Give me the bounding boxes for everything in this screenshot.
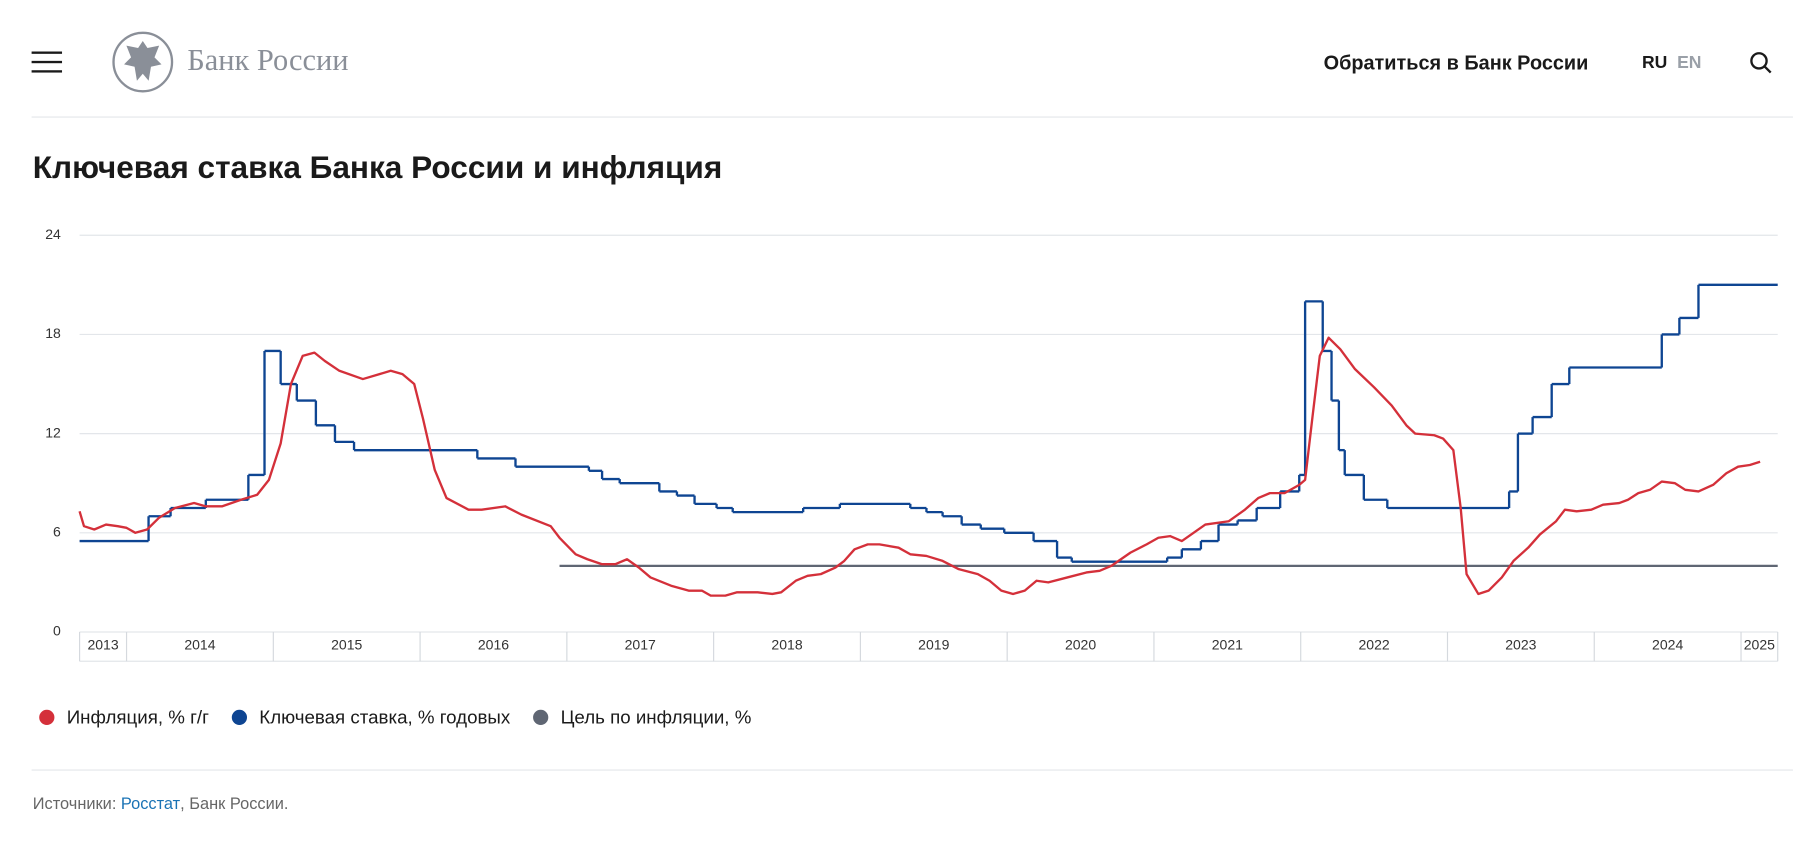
- x-tick-label: 2019: [918, 637, 949, 653]
- x-tick-label: 2014: [184, 637, 215, 653]
- search-button[interactable]: [1750, 52, 1772, 74]
- chart-title: Ключевая ставка Банка России и инфляция: [33, 149, 723, 185]
- series-line: [78, 336, 1761, 597]
- y-tick-label: 0: [53, 623, 61, 639]
- x-tick-label: 2020: [1065, 637, 1096, 653]
- x-tick-label: 2018: [771, 637, 802, 653]
- x-tick-label: 2025: [1744, 637, 1775, 653]
- y-tick-label: 12: [45, 424, 61, 440]
- search-icon: [1764, 65, 1772, 74]
- menu-bar: [31, 51, 63, 54]
- x-tick-label: 2023: [1505, 637, 1536, 653]
- logo[interactable]: Банк России: [112, 31, 349, 93]
- legend-dot: [231, 709, 248, 726]
- sources-link[interactable]: Росстат: [121, 796, 181, 814]
- sources-suffix: , Банк России.: [180, 796, 288, 814]
- sources: Источники: Росстат, Банк России.: [33, 796, 289, 814]
- legend-label: Ключевая ставка, % годовых: [259, 707, 511, 728]
- logo-eagle: [124, 40, 162, 81]
- y-tick-label: 18: [45, 325, 61, 341]
- legend-dot: [533, 709, 549, 726]
- legend: Инфляция, % г/г Ключевая ставка, % годовы…: [39, 707, 751, 728]
- menu-bar: [31, 60, 63, 64]
- plot: 0 6 12 18 24 2013 2014 2015 2016 2017 2018 2019 2020…: [45, 226, 1779, 662]
- x-tick-label: 2015: [331, 637, 362, 653]
- menu-bar: [31, 70, 63, 73]
- legend-label: Инфляция, % г/г: [67, 707, 209, 728]
- x-tick-label: 2024: [1652, 637, 1683, 653]
- x-tick-label: 2013: [87, 637, 118, 653]
- sources-prefix: Источники:: [33, 796, 121, 814]
- x-tick-label: 2022: [1358, 637, 1389, 653]
- lang-ru[interactable]: RU: [1642, 52, 1667, 72]
- x-tick-label: 2017: [625, 637, 656, 653]
- legend-dot: [39, 709, 55, 726]
- lang-en[interactable]: EN: [1677, 52, 1701, 72]
- logo-text: Банк России: [187, 43, 348, 77]
- contact-link[interactable]: Обратиться в Банк России: [1324, 53, 1589, 75]
- search-icon: [1750, 52, 1768, 70]
- x-tick-label: 2016: [478, 637, 509, 653]
- y-tick-label: 24: [45, 226, 61, 242]
- legend-label: Цель по инфляции, %: [561, 707, 752, 728]
- logo-emblem: [112, 31, 174, 93]
- y-tick-label: 6: [53, 523, 61, 539]
- x-tick-label: 2021: [1212, 637, 1243, 653]
- menu-button[interactable]: [31, 51, 63, 73]
